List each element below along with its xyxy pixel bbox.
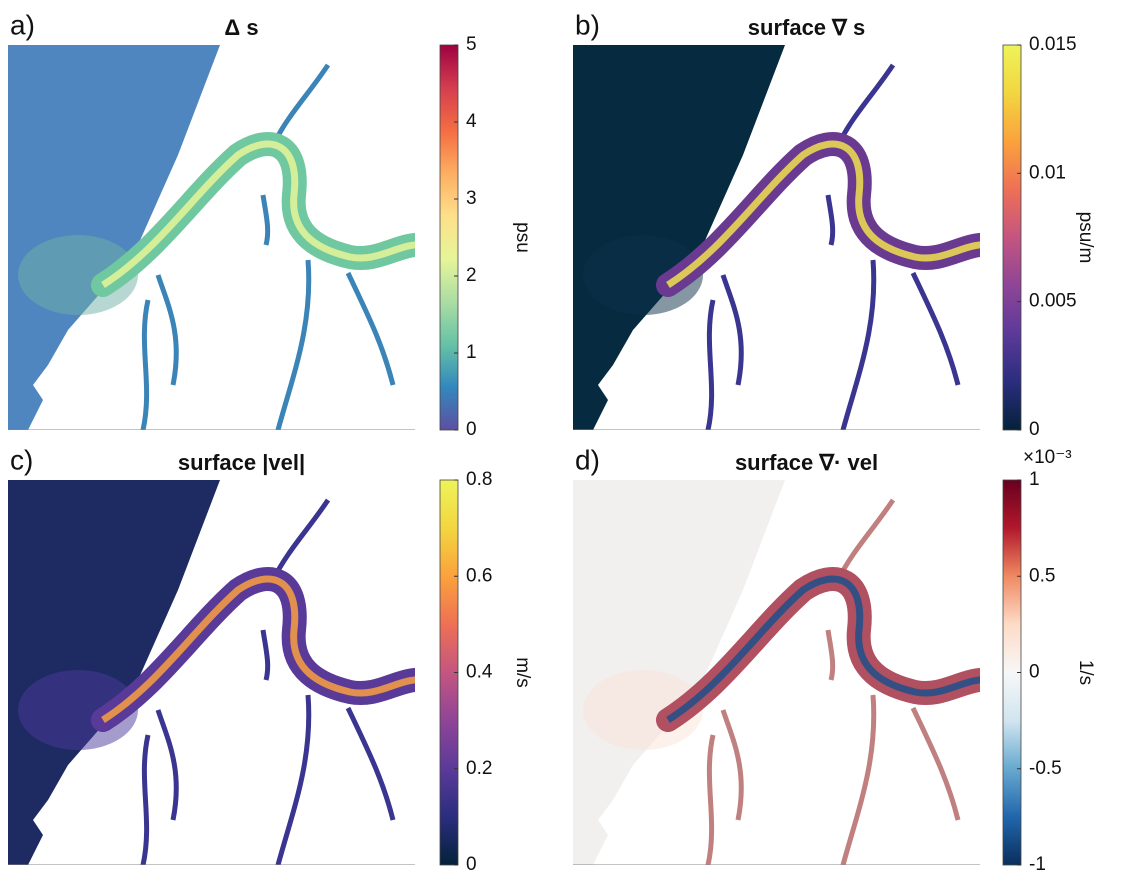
- map-layer: [8, 45, 415, 430]
- panel-label: b): [575, 9, 600, 40]
- ocean: [8, 480, 220, 865]
- tributary: [155, 709, 179, 821]
- colorbar-tick-label: -1: [1029, 854, 1046, 875]
- map-layer: [573, 480, 980, 865]
- colorbar-tick-label: 0.5: [1029, 565, 1055, 586]
- colorbar: [439, 44, 459, 431]
- tributary: [140, 734, 151, 865]
- colorbar-label: psu/m: [1075, 212, 1096, 264]
- colorbar-tick-label: 0: [1029, 662, 1040, 683]
- colorbar-label: 1/s: [1075, 660, 1096, 685]
- panel-title: surface |vel|: [178, 450, 305, 475]
- map-layer: [573, 45, 980, 430]
- tributary: [155, 274, 179, 386]
- tributary: [840, 259, 877, 430]
- tributary: [840, 694, 877, 865]
- tributary: [705, 734, 716, 865]
- colorbar-tick-label: 0.6: [466, 565, 492, 586]
- ocean: [8, 45, 220, 430]
- tributary: [720, 274, 744, 386]
- colorbar-tick-label: 0.4: [466, 662, 493, 683]
- colorbar-tick-label: 0: [466, 854, 477, 875]
- channel: [666, 575, 980, 723]
- colorbar-tick-label: 0.2: [466, 758, 492, 779]
- tributary: [720, 709, 744, 821]
- panel-label: a): [10, 9, 35, 40]
- panel: a) Δ s 0 1 2 3 4 5 psu: [8, 9, 533, 440]
- panel: c) surface |vel| 0 0.2 0.4 0.6 0.8 m/s: [8, 444, 533, 875]
- tributary: [260, 194, 271, 246]
- channel: [101, 140, 415, 288]
- map: [573, 45, 980, 430]
- panel-title: surface ∇· vel: [735, 450, 878, 475]
- channel: [101, 575, 415, 723]
- map: [8, 480, 415, 865]
- tributary: [705, 299, 716, 430]
- colorbar-label: m/s: [512, 657, 533, 688]
- tributary: [910, 706, 961, 821]
- panel-label: d): [575, 444, 600, 475]
- colorbar-tick-label: 0: [1029, 419, 1040, 440]
- ocean: [573, 45, 785, 430]
- panel: b) surface ∇ s 0 0.005 0.01 0.015 psu/m: [573, 9, 1096, 440]
- colorbar-multiplier: ×10⁻³: [1023, 447, 1072, 468]
- colorbar: [1002, 44, 1022, 431]
- panel-label: c): [10, 444, 33, 475]
- panel-title: Δ s: [224, 15, 258, 40]
- tributary: [825, 194, 836, 246]
- map: [573, 480, 980, 865]
- colorbar-tick-label: -0.5: [1029, 758, 1062, 779]
- tributary: [825, 629, 836, 681]
- panel: d) surface ∇· vel -1 -0.5 0 0.5 1 1/s ×10⁻³: [573, 444, 1096, 875]
- colorbar-tick-label: 0.8: [466, 469, 492, 490]
- colorbar-tick-label: 4: [466, 111, 477, 132]
- colorbar-tick-label: 3: [466, 188, 477, 209]
- colorbar-tick-label: 0: [466, 419, 477, 440]
- channel: [666, 140, 980, 288]
- tributary: [275, 259, 312, 430]
- colorbar-tick-label: 0.015: [1029, 34, 1077, 55]
- colorbar-tick-label: 2: [466, 265, 477, 286]
- tributary: [275, 694, 312, 865]
- tributary: [140, 299, 151, 430]
- colorbar-tick-label: 0.005: [1029, 291, 1077, 312]
- panel-title: surface ∇ s: [748, 15, 865, 40]
- colorbar-tick-label: 0.01: [1029, 162, 1066, 183]
- colorbar-tick-label: 1: [1029, 469, 1040, 490]
- map-layer: [8, 480, 415, 865]
- map: [8, 45, 415, 430]
- colorbar-label: psu: [512, 222, 533, 253]
- tributary: [345, 271, 396, 386]
- colorbar-tick-label: 5: [466, 34, 477, 55]
- colorbar-tick-label: 1: [466, 342, 477, 363]
- tributary: [260, 629, 271, 681]
- tributary: [910, 271, 961, 386]
- tributary: [345, 706, 396, 821]
- ocean: [573, 480, 785, 865]
